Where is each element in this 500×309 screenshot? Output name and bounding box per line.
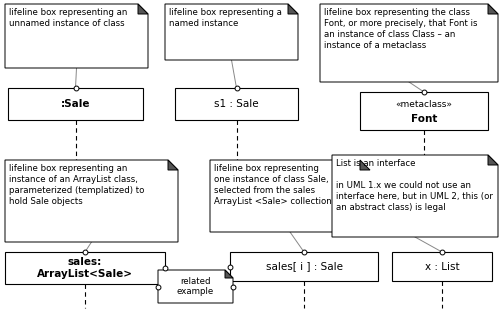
Bar — [360, 92, 488, 130]
Text: lifeline box representing the class
Font, or more precisely, that Font is
an ins: lifeline box representing the class Font… — [324, 8, 478, 50]
Bar — [8, 88, 143, 120]
Polygon shape — [360, 160, 370, 170]
Polygon shape — [225, 270, 233, 278]
Text: sales[ i ] : Sale: sales[ i ] : Sale — [266, 261, 342, 272]
Text: related
example: related example — [177, 277, 214, 296]
Text: :Sale: :Sale — [61, 99, 90, 109]
Text: x : List: x : List — [424, 261, 460, 272]
Polygon shape — [165, 4, 298, 60]
Polygon shape — [138, 4, 148, 14]
Text: lifeline box representing a
named instance: lifeline box representing a named instan… — [169, 8, 282, 28]
Polygon shape — [158, 270, 233, 303]
Text: lifeline box representing
one instance of class Sale,
selected from the sales
Ar: lifeline box representing one instance o… — [214, 164, 332, 206]
Polygon shape — [488, 4, 498, 14]
Polygon shape — [5, 160, 178, 242]
Text: lifeline box representing an
unnamed instance of class: lifeline box representing an unnamed ins… — [9, 8, 128, 28]
Bar — [5, 252, 165, 284]
Text: Font: Font — [411, 114, 437, 124]
Polygon shape — [168, 160, 178, 170]
Polygon shape — [320, 4, 498, 82]
Polygon shape — [488, 155, 498, 165]
Polygon shape — [288, 4, 298, 14]
Bar — [175, 88, 298, 120]
Text: s1 : Sale: s1 : Sale — [214, 99, 259, 109]
Text: lifeline box representing an
instance of an ArrayList class,
parameterized (temp: lifeline box representing an instance of… — [9, 164, 144, 206]
Text: List is an interface

in UML 1.x we could not use an
interface here, but in UML : List is an interface in UML 1.x we could… — [336, 159, 493, 212]
Polygon shape — [5, 4, 148, 68]
Bar — [230, 252, 378, 281]
Text: «metaclass»: «metaclass» — [396, 100, 452, 109]
Polygon shape — [332, 155, 498, 237]
Text: sales:
ArrayList<Sale>: sales: ArrayList<Sale> — [37, 257, 133, 279]
Bar — [392, 252, 492, 281]
Polygon shape — [210, 160, 370, 232]
